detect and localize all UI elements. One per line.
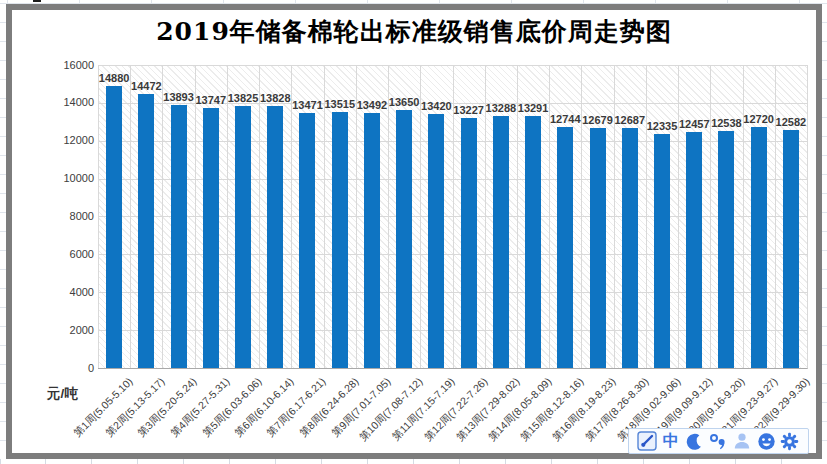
bar[interactable] [428,114,444,368]
excel-cell-border-mark [33,0,41,2]
y-tick-label: 10000 [38,172,94,184]
excel-grid-strip [0,459,827,464]
y-tick-label: 0 [38,362,94,374]
bar[interactable] [686,132,702,368]
excel-canvas: { "chart_data": { "type": "bar", "title"… [0,0,827,464]
bar[interactable] [654,134,670,368]
y-tick-label: 12000 [38,134,94,146]
fullwidth-moon-icon[interactable] [685,431,705,451]
settings-gear-icon[interactable] [780,431,800,451]
y-tick-label: 8000 [38,210,94,222]
bar[interactable] [138,94,154,368]
y-tick-label: 4000 [38,286,94,298]
ime-status-toolbar[interactable]: 中 [628,428,809,454]
chinese-mode-icon[interactable]: 中 [661,431,681,451]
chart-title: 2019年储备棉轮出标准级销售底价周走势图 [6,15,822,48]
y-tick-label: 6000 [38,248,94,260]
bar-data-label: 12582 [763,116,819,128]
y-axis-unit-label: 元/吨 [47,385,78,403]
bar[interactable] [235,106,251,368]
emoji-smiley-icon[interactable] [756,431,776,451]
y-tick-label: 14000 [38,96,94,108]
bar[interactable] [718,131,734,368]
sogou-logo-icon[interactable] [637,431,657,451]
y-tick-label: 2000 [38,324,94,336]
bar[interactable] [332,112,348,368]
chinese-mode-label: 中 [663,431,679,451]
bar[interactable] [267,106,283,368]
bar[interactable] [364,113,380,369]
punctuation-mode-icon[interactable] [708,431,728,451]
plot-area: 1488014472138931374713825138281347113515… [98,65,808,369]
bar[interactable] [622,128,638,368]
bar[interactable] [493,116,509,368]
bar[interactable] [783,130,799,368]
bar[interactable] [525,116,541,368]
account-person-icon[interactable] [732,431,752,451]
bar[interactable] [299,113,315,368]
bar[interactable] [106,86,122,368]
bar[interactable] [557,127,573,368]
bar[interactable] [461,118,477,368]
bar[interactable] [396,110,412,368]
bar[interactable] [171,105,187,368]
bar[interactable] [590,128,606,368]
bar[interactable] [751,127,767,368]
bar[interactable] [203,108,219,368]
y-tick-label: 16000 [38,59,94,71]
